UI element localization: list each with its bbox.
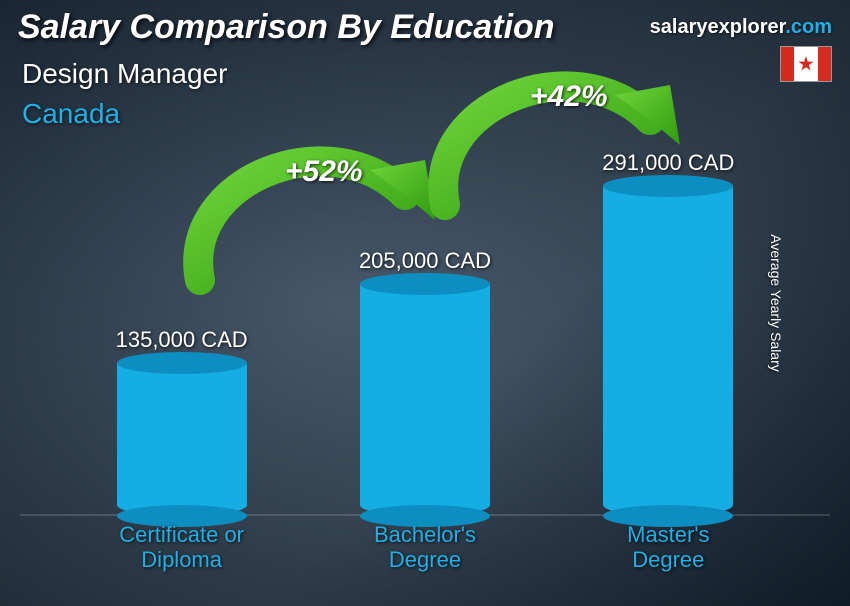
- bar-1-shape: [117, 363, 247, 516]
- bar-2-top: [360, 273, 490, 295]
- bars-container: 135,000 CAD 205,000 CAD 291,000 CAD: [60, 140, 790, 516]
- increase-badge-2: +42%: [530, 80, 608, 114]
- category-labels: Certificate or Diploma Bachelor's Degree…: [60, 522, 790, 586]
- category-1: Certificate or Diploma: [82, 522, 282, 586]
- infographic-stage: Salary Comparison By Education Design Ma…: [0, 0, 850, 606]
- category-2-line2: Degree: [389, 547, 461, 572]
- bar-chart: +52% +42% 135,000 CAD 205,000 CAD: [60, 140, 790, 586]
- category-1-line2: Diploma: [141, 547, 222, 572]
- bar-3-shape: [603, 186, 733, 516]
- category-1-line1: Certificate or: [119, 522, 244, 547]
- bar-3: 291,000 CAD: [588, 150, 748, 516]
- category-2-line1: Bachelor's: [374, 522, 476, 547]
- category-3-line2: Degree: [632, 547, 704, 572]
- maple-leaf-icon: [798, 56, 814, 72]
- bar-3-value: 291,000 CAD: [602, 150, 734, 176]
- bar-2-shape: [360, 284, 490, 516]
- bar-2-value: 205,000 CAD: [359, 248, 491, 274]
- flag-band-left: [781, 47, 794, 81]
- bar-2: 205,000 CAD: [345, 248, 505, 516]
- category-3: Master's Degree: [568, 522, 768, 586]
- category-3-line1: Master's: [627, 522, 709, 547]
- bar-1-value: 135,000 CAD: [116, 327, 248, 353]
- bar-3-top: [603, 175, 733, 197]
- bar-3-front: [603, 186, 733, 516]
- bar-1-top: [117, 352, 247, 374]
- bar-2-front: [360, 284, 490, 516]
- country-label: Canada: [22, 98, 120, 130]
- flag-band-right: [818, 47, 831, 81]
- brand-suffix: .com: [785, 16, 832, 38]
- flag-icon: [780, 46, 832, 82]
- bar-1: 135,000 CAD: [102, 327, 262, 516]
- category-2: Bachelor's Degree: [325, 522, 525, 586]
- bar-1-front: [117, 363, 247, 516]
- flag-center: [794, 47, 818, 81]
- job-title: Design Manager: [22, 58, 227, 90]
